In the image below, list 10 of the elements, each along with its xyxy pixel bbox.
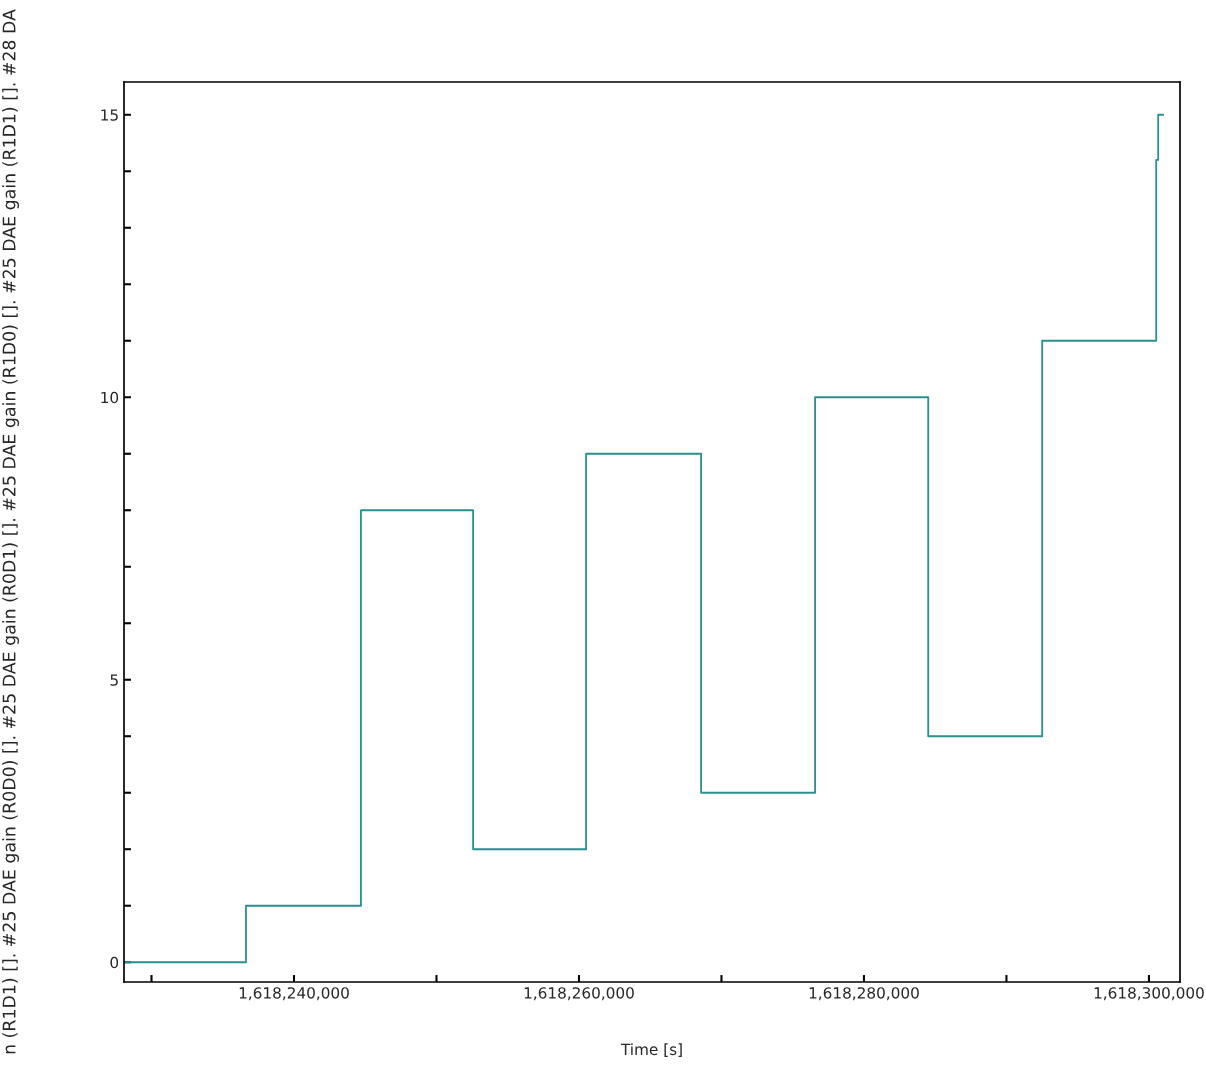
x-tick-label: 1,618,280,000 — [809, 987, 919, 1001]
y-axis-title: n (R1D1) []. #25 DAE gain (R0D0) []. #25 DAE gain (R0D1) []. #25 DAE gain (R1D0) []. #25 DAE gain (R1D1) []. #28 DA — [2, 9, 19, 1054]
x-tick-label: 1,618,300,000 — [1094, 987, 1204, 1001]
x-tick-label: 1,618,240,000 — [239, 987, 349, 1001]
y-tick-label: 10 — [101, 391, 119, 404]
y-tick-label: 0 — [110, 956, 119, 969]
x-tick-label: 1,618,260,000 — [524, 987, 634, 1001]
y-tick-label: 15 — [101, 109, 118, 121]
x-axis-title: Time [s] — [620, 1043, 682, 1057]
y-tick-label: 5 — [110, 674, 118, 686]
